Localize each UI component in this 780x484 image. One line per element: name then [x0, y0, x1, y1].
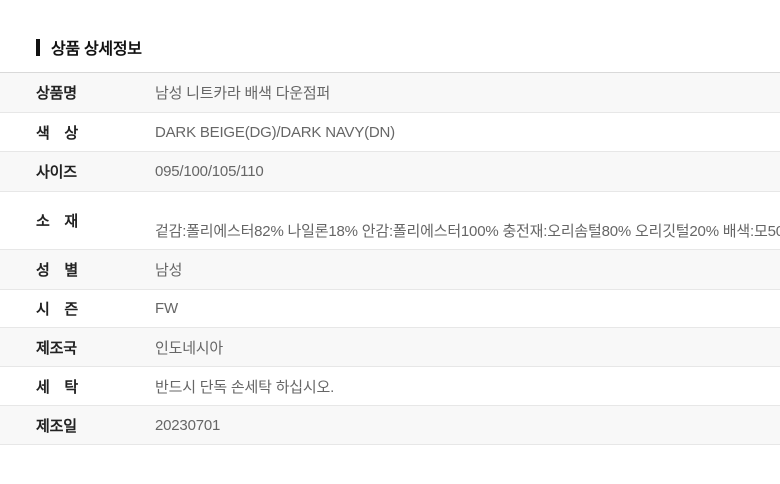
table-row: 상품명 남성 니트카라 배색 다운점퍼	[0, 73, 780, 113]
row-value: 20230701	[155, 416, 221, 434]
table-row: 세 탁 반드시 단독 손세탁 하십시오.	[0, 367, 780, 406]
table-row: 색 상 DARK BEIGE(DG)/DARK NAVY(DN)	[0, 113, 780, 152]
row-label: 제조국	[36, 339, 77, 357]
table-row: 소 재 겉감:폴리에스터82% 나일론18% 안감:폴리에스터100% 충전재:…	[0, 192, 780, 250]
row-label: 세 탁	[36, 378, 79, 396]
table-row: 사이즈 095/100/105/110	[0, 152, 780, 192]
row-value: 겉감:폴리에스터82% 나일론18% 안감:폴리에스터100% 충전재:오리솜털…	[155, 223, 780, 240]
row-label: 사이즈	[36, 164, 77, 181]
row-label: 색 상	[36, 124, 79, 142]
row-value: DARK BEIGE(DG)/DARK NAVY(DN)	[155, 123, 395, 141]
product-detail-table: 상품명 남성 니트카라 배색 다운점퍼 색 상 DARK BEIGE(DG)/D…	[0, 72, 780, 445]
row-value: 인도네시아	[155, 339, 224, 357]
table-row: 성 별 남성	[0, 250, 780, 290]
row-label: 상품명	[36, 85, 77, 102]
row-value: FW	[155, 300, 178, 317]
section-header: 상품 상세정보	[36, 35, 142, 59]
row-value: 반드시 단독 손세탁 하십시오.	[155, 378, 335, 396]
row-value: 남성	[155, 262, 183, 279]
title-accent-bar	[36, 38, 40, 56]
row-label: 제조일	[36, 417, 77, 435]
row-label: 소 재	[36, 213, 79, 230]
row-label: 시 즌	[36, 301, 79, 318]
row-value: 095/100/105/110	[155, 163, 264, 180]
table-row: 제조일 20230701	[0, 406, 780, 445]
row-label: 성 별	[36, 262, 79, 279]
row-value: 남성 니트카라 배색 다운점퍼	[155, 85, 331, 102]
page-title: 상품 상세정보	[51, 41, 142, 58]
table-row: 시 즌 FW	[0, 290, 780, 328]
table-row: 제조국 인도네시아	[0, 328, 780, 367]
